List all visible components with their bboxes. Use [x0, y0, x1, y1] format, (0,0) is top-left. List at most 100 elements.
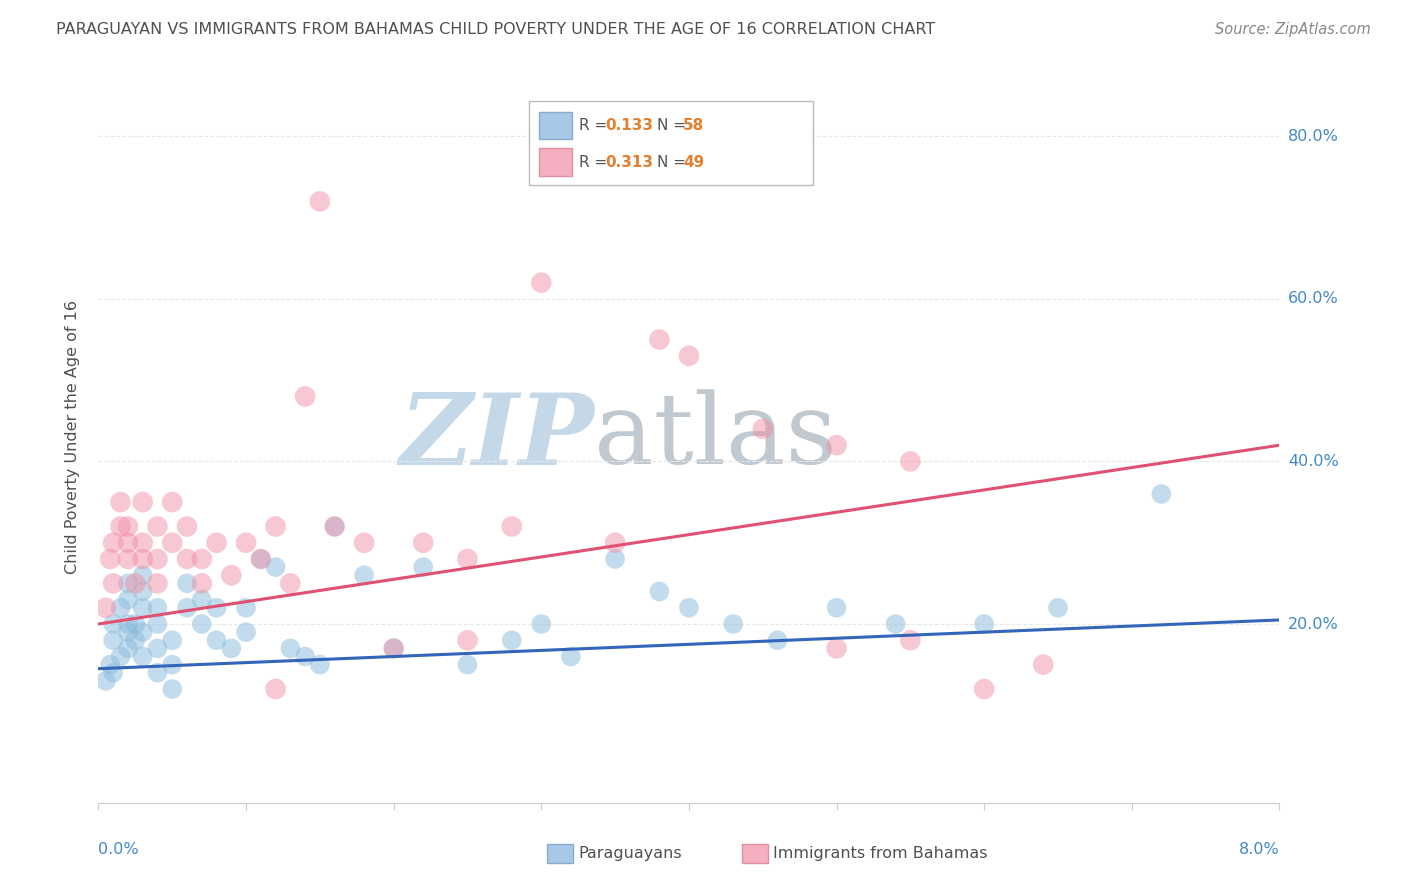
Point: [973, 617, 995, 632]
Text: N =: N =: [657, 118, 690, 133]
Point: [132, 584, 155, 599]
Point: [264, 681, 287, 696]
FancyBboxPatch shape: [538, 112, 572, 139]
Point: [146, 617, 169, 632]
Point: [353, 568, 375, 582]
Point: [530, 617, 553, 632]
Point: [103, 665, 125, 680]
Point: [110, 495, 132, 509]
Point: [117, 592, 139, 607]
Point: [176, 576, 198, 591]
Point: [648, 333, 671, 347]
Point: [191, 592, 214, 607]
Text: 20.0%: 20.0%: [1288, 616, 1339, 632]
Text: Paraguayans: Paraguayans: [578, 847, 682, 861]
FancyBboxPatch shape: [547, 845, 574, 863]
Point: [117, 519, 139, 533]
Point: [530, 276, 553, 290]
Point: [117, 641, 139, 656]
Point: [162, 495, 183, 509]
Point: [132, 649, 155, 664]
Point: [235, 535, 257, 549]
Point: [1032, 657, 1054, 672]
Text: 8.0%: 8.0%: [1239, 842, 1279, 856]
Point: [176, 600, 198, 615]
Point: [117, 552, 139, 566]
Point: [124, 633, 146, 648]
Point: [280, 641, 302, 656]
FancyBboxPatch shape: [538, 148, 572, 176]
Point: [94, 673, 117, 688]
Point: [1046, 600, 1070, 615]
Point: [191, 576, 214, 591]
Point: [117, 535, 139, 549]
Point: [110, 600, 132, 615]
Point: [110, 649, 132, 664]
Point: [309, 657, 332, 672]
Point: [457, 552, 479, 566]
Point: [94, 600, 117, 615]
Text: atlas: atlas: [595, 389, 837, 485]
Point: [98, 552, 121, 566]
Point: [412, 560, 434, 574]
Point: [132, 552, 155, 566]
Point: [825, 438, 848, 452]
Point: [205, 633, 228, 648]
Text: R =: R =: [579, 154, 612, 169]
Y-axis label: Child Poverty Under the Age of 16: Child Poverty Under the Age of 16: [65, 300, 80, 574]
Point: [110, 519, 132, 533]
Point: [162, 535, 183, 549]
Point: [146, 600, 169, 615]
FancyBboxPatch shape: [530, 101, 813, 185]
Point: [103, 617, 125, 632]
Point: [457, 633, 479, 648]
Text: 49: 49: [683, 154, 704, 169]
Text: 58: 58: [683, 118, 704, 133]
Point: [132, 600, 155, 615]
Point: [250, 552, 273, 566]
Point: [235, 600, 257, 615]
Point: [501, 633, 523, 648]
Text: ZIP: ZIP: [399, 389, 595, 485]
Point: [825, 600, 848, 615]
Point: [900, 454, 922, 468]
Point: [103, 535, 125, 549]
Point: [560, 649, 582, 664]
Point: [162, 657, 183, 672]
Text: Immigrants from Bahamas: Immigrants from Bahamas: [773, 847, 987, 861]
Point: [264, 519, 287, 533]
Point: [146, 552, 169, 566]
Text: PARAGUAYAN VS IMMIGRANTS FROM BAHAMAS CHILD POVERTY UNDER THE AGE OF 16 CORRELAT: PARAGUAYAN VS IMMIGRANTS FROM BAHAMAS CH…: [56, 22, 935, 37]
Point: [382, 641, 405, 656]
Point: [191, 552, 214, 566]
Point: [605, 535, 627, 549]
Point: [132, 625, 155, 640]
Point: [648, 584, 671, 599]
Point: [752, 422, 775, 436]
Point: [280, 576, 302, 591]
Point: [323, 519, 346, 533]
Text: 0.0%: 0.0%: [98, 842, 139, 856]
Point: [146, 576, 169, 591]
Point: [103, 633, 125, 648]
Point: [124, 617, 146, 632]
Point: [353, 535, 375, 549]
Point: [501, 519, 523, 533]
Point: [162, 633, 183, 648]
Text: 40.0%: 40.0%: [1288, 454, 1339, 469]
Point: [678, 600, 700, 615]
Text: R =: R =: [579, 118, 612, 133]
Point: [412, 535, 434, 549]
Point: [117, 576, 139, 591]
Point: [1150, 487, 1173, 501]
Point: [146, 641, 169, 656]
Point: [264, 560, 287, 574]
Point: [124, 576, 146, 591]
Text: 80.0%: 80.0%: [1288, 128, 1339, 144]
Point: [884, 617, 907, 632]
Point: [605, 552, 627, 566]
Point: [250, 552, 273, 566]
Point: [132, 535, 155, 549]
Text: N =: N =: [657, 154, 690, 169]
Point: [221, 568, 243, 582]
